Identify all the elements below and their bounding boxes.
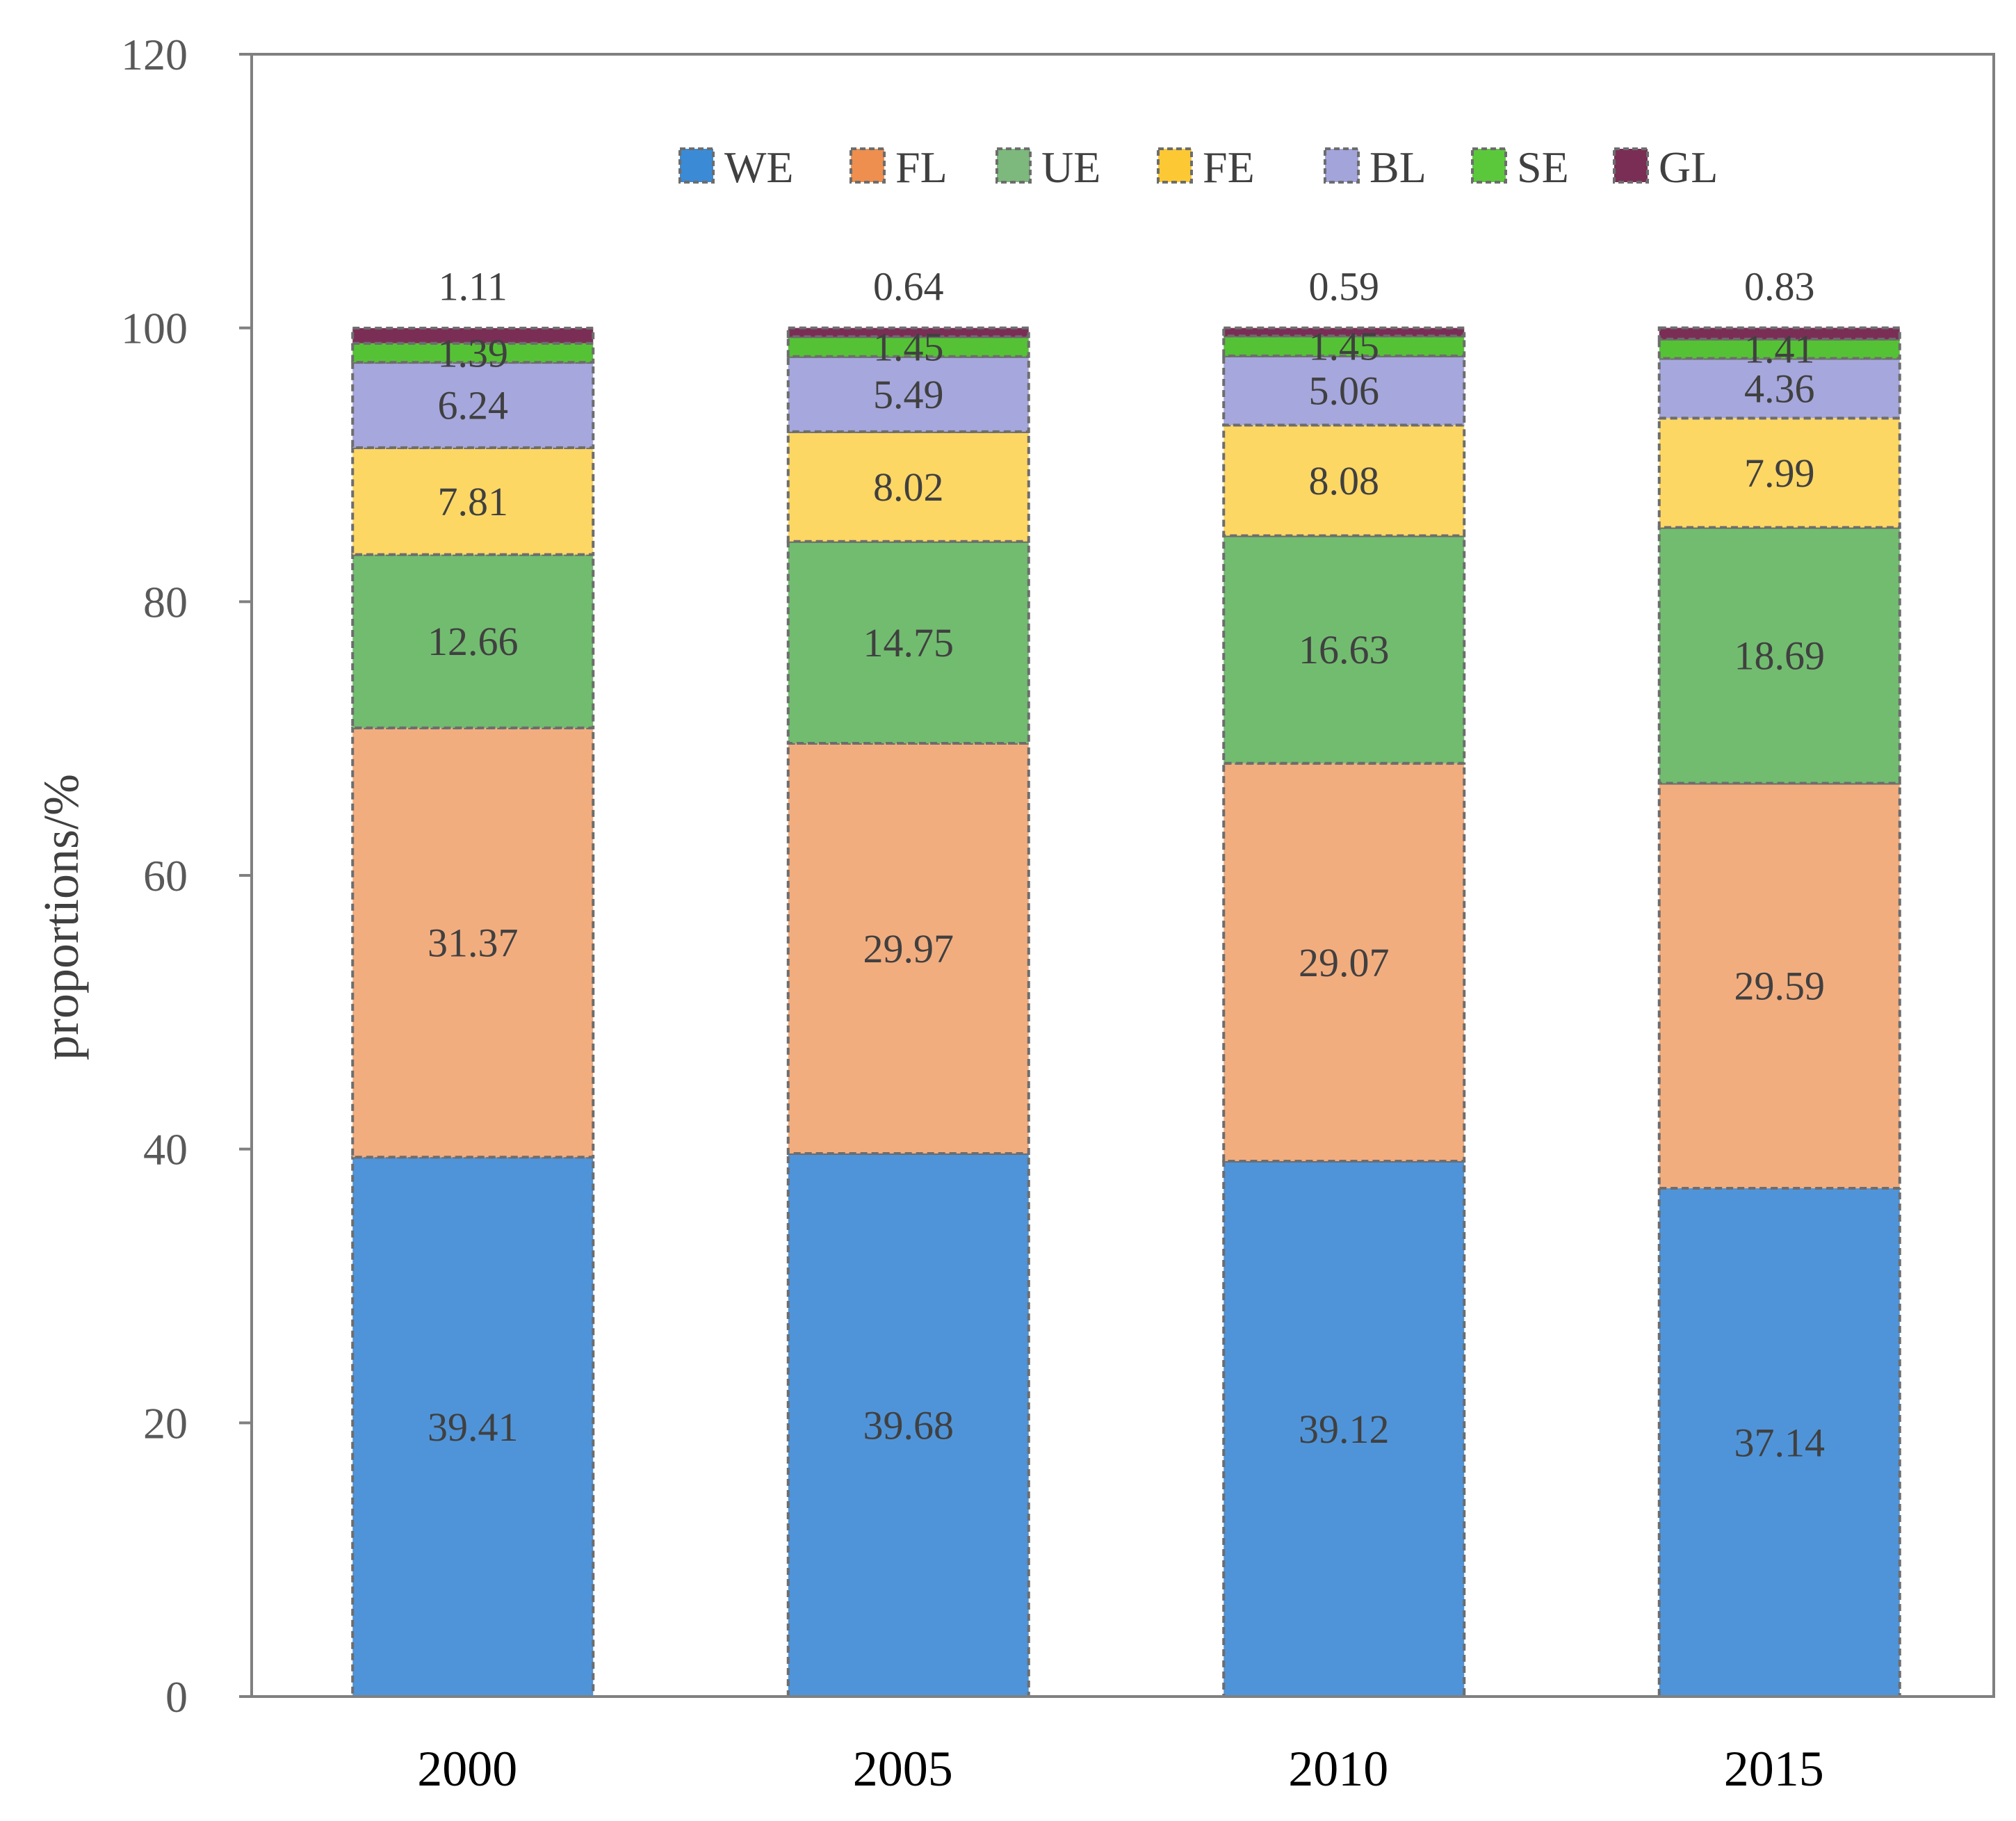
data-label-fl-2005: 29.97 <box>863 926 954 971</box>
data-label-se-2005: 1.45 <box>873 325 944 370</box>
data-label-fe-2005: 8.02 <box>873 464 944 510</box>
data-label-gl-2005: 0.64 <box>873 264 944 309</box>
bar-segment-we-2005 <box>786 1151 1030 1698</box>
data-label-gl-2010: 0.59 <box>1309 264 1380 309</box>
y-tick-label: 80 <box>143 577 188 626</box>
bar-segment-ue-2000 <box>351 553 595 729</box>
data-label-fl-2015: 29.59 <box>1734 964 1826 1009</box>
legend-label-gl: GL <box>1659 143 1718 192</box>
bar-segment-fe-2010 <box>1222 423 1466 537</box>
bar-segment-gl-2005 <box>786 326 1030 339</box>
x-category-label: 2010 <box>1288 1741 1388 1797</box>
data-label-gl-2000: 1.11 <box>439 264 507 309</box>
value-labels: 39.41 31.37 12.66 7.81 6.24 1.39 1.11 39.68 29.9… <box>428 264 1825 1466</box>
bar-segment-bl-2015 <box>1657 357 1901 420</box>
bar-segment-we-2000 <box>351 1156 595 1698</box>
bar-segment-we-2015 <box>1657 1186 1901 1699</box>
data-label-ue-2010: 16.63 <box>1299 627 1390 672</box>
data-label-bl-2000: 6.24 <box>438 382 509 428</box>
bar-segment-fl-2015 <box>1657 782 1901 1190</box>
data-label-we-2015: 37.14 <box>1734 1420 1826 1465</box>
y-tick-label: 0 <box>165 1672 188 1722</box>
data-label-fl-2010: 29.07 <box>1299 940 1390 985</box>
legend-swatch-bl <box>1324 147 1360 184</box>
legend-swatch-ue <box>995 147 1032 184</box>
y-tick-label: 100 <box>121 304 188 353</box>
bar-segment-fl-2010 <box>1222 761 1466 1163</box>
legend-swatch-we <box>678 147 715 184</box>
bar-segment-se-2010 <box>1222 334 1466 357</box>
bar-segment-fl-2000 <box>351 726 595 1159</box>
data-label-se-2010: 1.45 <box>1309 324 1380 369</box>
data-label-we-2010: 39.12 <box>1299 1407 1390 1452</box>
y-axis: 0 20 40 60 80 100 120 <box>121 30 252 1722</box>
data-label-we-2005: 39.68 <box>863 1402 954 1448</box>
data-label-ue-2005: 14.75 <box>863 620 954 665</box>
bar-segment-bl-2000 <box>351 361 595 449</box>
bar-segment-gl-2010 <box>1222 326 1466 338</box>
bar-segment-fe-2000 <box>351 446 595 556</box>
y-axis-title: proportions/% <box>33 774 89 1060</box>
bar-segment-ue-2010 <box>1222 534 1466 765</box>
bar-segment-fl-2005 <box>786 742 1030 1155</box>
bar-segment-se-2005 <box>786 335 1030 358</box>
data-label-ue-2000: 12.66 <box>428 619 519 664</box>
x-category-label: 2000 <box>417 1741 517 1797</box>
y-tick-label: 60 <box>143 851 188 900</box>
bar-segment-gl-2000 <box>351 326 595 345</box>
bar-segment-se-2000 <box>351 341 595 364</box>
bar-segment-se-2015 <box>1657 337 1901 360</box>
data-label-ue-2015: 18.69 <box>1734 633 1826 679</box>
bar-segment-fe-2015 <box>1657 416 1901 529</box>
bars <box>351 326 1901 1699</box>
y-tick-label: 20 <box>143 1398 188 1448</box>
legend-swatch-gl <box>1613 147 1649 184</box>
data-label-fl-2000: 31.37 <box>428 921 519 966</box>
data-label-bl-2015: 4.36 <box>1744 366 1815 411</box>
x-category-label: 2005 <box>853 1741 953 1797</box>
data-label-fe-2000: 7.81 <box>438 479 509 524</box>
y-tick-label: 40 <box>143 1125 188 1174</box>
legend-label-fl: FL <box>895 143 948 192</box>
bar-segment-ue-2005 <box>786 540 1030 745</box>
legend-label-se: SE <box>1517 143 1569 192</box>
bar-segment-bl-2005 <box>786 355 1030 433</box>
data-label-gl-2015: 0.83 <box>1744 264 1815 309</box>
data-label-bl-2005: 5.49 <box>873 372 944 417</box>
data-label-we-2000: 39.41 <box>428 1405 519 1450</box>
legend-label-we: WE <box>724 143 794 192</box>
bar-segment-gl-2015 <box>1657 326 1901 341</box>
data-label-fe-2010: 8.08 <box>1309 458 1380 503</box>
legend-label-fe: FE <box>1203 143 1255 192</box>
legend-label-bl: BL <box>1369 143 1426 192</box>
legend-swatch-fe <box>1157 147 1193 184</box>
x-category-label: 2015 <box>1724 1741 1824 1797</box>
data-label-se-2015: 1.41 <box>1744 327 1815 372</box>
y-tick-label: 120 <box>121 30 188 79</box>
x-axis: 2000 2005 2010 2015 <box>417 1741 1824 1797</box>
legend-swatch-se <box>1471 147 1507 184</box>
data-label-se-2000: 1.39 <box>438 330 509 375</box>
bar-segment-ue-2015 <box>1657 526 1901 785</box>
data-label-bl-2010: 5.06 <box>1309 369 1380 414</box>
legend-label-ue: UE <box>1041 143 1100 192</box>
legend-swatch-fl <box>850 147 886 184</box>
data-label-fe-2015: 7.99 <box>1744 451 1815 496</box>
bar-segment-bl-2010 <box>1222 354 1466 427</box>
bar-segment-fe-2005 <box>786 430 1030 543</box>
plot-frame <box>250 53 1995 1698</box>
bar-segment-we-2010 <box>1222 1159 1466 1699</box>
legend: WE FL UE FE BL SE GL <box>678 143 1718 192</box>
